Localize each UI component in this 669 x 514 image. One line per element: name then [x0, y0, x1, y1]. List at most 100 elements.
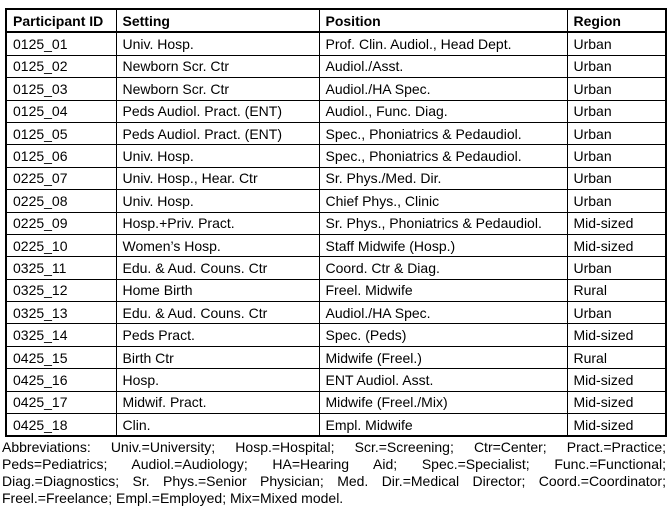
cell-participant-id: 0225_10	[5, 233, 117, 258]
cell-setting: Peds Audiol. Pract. (ENT)	[115, 99, 320, 123]
cell-setting: Women’s Hosp.	[115, 233, 320, 258]
table-row: 0125_06 Univ. Hosp. Spec., Phoniatrics & P…	[5, 144, 667, 168]
cell-region: Mid-sized	[566, 368, 667, 392]
cell-region: Mid-sized	[566, 390, 667, 415]
cell-region: Urban	[566, 256, 667, 280]
cell-participant-id: 0325_12	[5, 278, 117, 303]
table-row: 0125_01 Univ. Hosp. Prof. Clin. Audiol., H…	[5, 31, 667, 56]
cell-region: Rural	[566, 278, 667, 303]
cell-region: Urban	[566, 77, 667, 101]
column-header-setting: Setting	[115, 8, 320, 34]
table-body: 0125_01 Univ. Hosp. Prof. Clin. Audiol., H…	[5, 31, 667, 437]
table-row: 0425_16 Hosp. ENT Audiol. Asst. Mid-sized	[5, 368, 667, 392]
cell-setting: Peds Pract.	[115, 323, 320, 347]
cell-region: Urban	[566, 99, 667, 123]
table-row: 0325_13 Edu. & Aud. Couns. Ctr Audiol./HA …	[5, 301, 667, 325]
table-row: 0425_15 Birth Ctr Midwife (Freel.) Rural	[5, 345, 667, 370]
cell-position: Midwife (Freel./Mix)	[318, 390, 568, 415]
cell-participant-id: 0125_04	[5, 99, 117, 123]
cell-setting: Newborn Scr. Ctr	[115, 54, 320, 79]
cell-participant-id: 0125_06	[5, 144, 117, 168]
cell-setting: Edu. & Aud. Couns. Ctr	[115, 256, 320, 280]
cell-setting: Peds Audiol. Pract. (ENT)	[115, 121, 320, 146]
cell-setting: Home Birth	[115, 278, 320, 303]
cell-participant-id: 0125_03	[5, 77, 117, 101]
cell-region: Urban	[566, 121, 667, 146]
table-row: 0125_03 Newborn Scr. Ctr Audiol./HA Spec. U…	[5, 77, 667, 101]
cell-setting: Hosp.	[115, 368, 320, 392]
column-header-region: Region	[566, 8, 667, 34]
cell-region: Urban	[566, 166, 667, 191]
table-row: 0325_11 Edu. & Aud. Couns. Ctr Coord. Ctr …	[5, 256, 667, 280]
cell-position: Prof. Clin. Audiol., Head Dept.	[318, 31, 568, 56]
footnote-line: Freel.=Freelance; Empl.=Employed; Mix=Mi…	[2, 490, 344, 506]
abbreviations-footnote: Abbreviations: Univ.=University; Hosp.=H…	[2, 439, 666, 507]
cell-position: Spec., Phoniatrics & Pedaudiol.	[318, 144, 568, 168]
cell-participant-id: 0425_15	[5, 345, 117, 370]
cell-position: ENT Audiol. Asst.	[318, 368, 568, 392]
cell-participant-id: 0425_16	[5, 368, 117, 392]
cell-position: Sr. Phys./Med. Dir.	[318, 166, 568, 191]
cell-setting: Univ. Hosp., Hear. Ctr	[115, 166, 320, 191]
table-row: 0125_02 Newborn Scr. Ctr Audiol./Asst. Urba…	[5, 54, 667, 79]
participants-table: Participant ID Setting Position Region 0…	[5, 8, 667, 438]
cell-position: Freel. Midwife	[318, 278, 568, 303]
cell-region: Mid-sized	[566, 413, 667, 437]
cell-setting: Newborn Scr. Ctr	[115, 77, 320, 101]
footnote-line: Diag.=Diagnostics; Sr. Phys.=Senior Phys…	[2, 473, 666, 489]
table-row: 0425_17 Midwif. Pract. Midwife (Freel./Mix…	[5, 390, 667, 415]
cell-setting: Edu. & Aud. Couns. Ctr	[115, 301, 320, 325]
cell-setting: Univ. Hosp.	[115, 189, 320, 213]
participants-table-container: Participant ID Setting Position Region 0…	[5, 8, 667, 438]
cell-position: Audiol., Func. Diag.	[318, 99, 568, 123]
cell-participant-id: 0225_08	[5, 189, 117, 213]
cell-position: Spec. (Peds)	[318, 323, 568, 347]
table-row: 0225_08 Univ. Hosp. Chief Phys., Clinic Urb…	[5, 189, 667, 213]
cell-setting: Clin.	[115, 413, 320, 437]
cell-participant-id: 0425_18	[5, 413, 117, 437]
table-row: 0325_14 Peds Pract. Spec. (Peds) Mid-sized	[5, 323, 667, 347]
cell-setting: Hosp.+Priv. Pract.	[115, 211, 320, 235]
cell-participant-id: 0125_01	[5, 31, 117, 56]
table-row: 0125_04 Peds Audiol. Pract. (ENT) Audiol.,…	[5, 99, 667, 123]
column-header-position: Position	[318, 8, 568, 34]
cell-region: Urban	[566, 144, 667, 168]
cell-position: Audiol./HA Spec.	[318, 301, 568, 325]
table-row: 0425_18 Clin. Empl. Midwife Mid-sized	[5, 413, 667, 437]
cell-position: Sr. Phys., Phoniatrics & Pedaudiol.	[318, 211, 568, 235]
cell-region: Mid-sized	[566, 323, 667, 347]
cell-position: Audiol./HA Spec.	[318, 77, 568, 101]
column-header-participant-id: Participant ID	[5, 8, 117, 34]
cell-position: Coord. Ctr & Diag.	[318, 256, 568, 280]
cell-position: Midwife (Freel.)	[318, 345, 568, 370]
footnote-line: Peds=Pediatrics; Audiol.=Audiology; HA=H…	[2, 456, 666, 472]
cell-participant-id: 0425_17	[5, 390, 117, 415]
cell-region: Urban	[566, 189, 667, 213]
table-row: 0325_12 Home Birth Freel. Midwife Rural	[5, 278, 667, 303]
cell-region: Mid-sized	[566, 233, 667, 258]
cell-participant-id: 0225_07	[5, 166, 117, 191]
cell-participant-id: 0325_11	[5, 256, 117, 280]
cell-setting: Birth Ctr	[115, 345, 320, 370]
cell-setting: Midwif. Pract.	[115, 390, 320, 415]
header-row: Participant ID Setting Position Region	[5, 8, 667, 34]
table-row: 0125_05 Peds Audiol. Pract. (ENT) Spec., P…	[5, 121, 667, 146]
cell-participant-id: 0125_02	[5, 54, 117, 79]
cell-setting: Univ. Hosp.	[115, 31, 320, 56]
cell-region: Mid-sized	[566, 211, 667, 235]
cell-position: Staff Midwife (Hosp.)	[318, 233, 568, 258]
cell-region: Urban	[566, 301, 667, 325]
cell-participant-id: 0325_14	[5, 323, 117, 347]
footnote-line: Abbreviations: Univ.=University; Hosp.=H…	[2, 439, 666, 455]
table-row: 0225_10 Women’s Hosp. Staff Midwife (Hosp.…	[5, 233, 667, 258]
cell-region: Rural	[566, 345, 667, 370]
cell-setting: Univ. Hosp.	[115, 144, 320, 168]
cell-position: Chief Phys., Clinic	[318, 189, 568, 213]
cell-participant-id: 0225_09	[5, 211, 117, 235]
table-row: 0225_07 Univ. Hosp., Hear. Ctr Sr. Phys./M…	[5, 166, 667, 191]
table-header: Participant ID Setting Position Region	[5, 8, 667, 34]
cell-position: Audiol./Asst.	[318, 54, 568, 79]
cell-participant-id: 0125_05	[5, 121, 117, 146]
cell-region: Urban	[566, 54, 667, 79]
